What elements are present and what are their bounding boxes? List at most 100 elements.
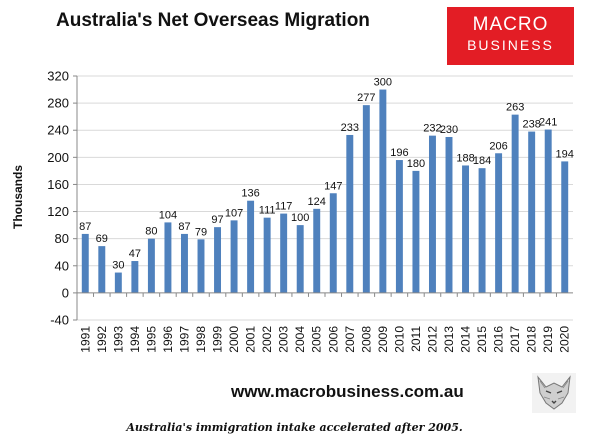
data-label-2019: 241 bbox=[539, 117, 557, 129]
x-tick-label-1995: 1995 bbox=[144, 326, 158, 353]
data-label-2007: 233 bbox=[341, 122, 359, 134]
bar-2013 bbox=[445, 137, 453, 293]
y-axis-label: Thousands bbox=[11, 165, 25, 229]
data-label-2006: 147 bbox=[324, 180, 342, 192]
x-tick-label-1999: 1999 bbox=[211, 326, 225, 353]
data-label-1996: 104 bbox=[159, 209, 177, 221]
logo-line-2: BUSINESS bbox=[467, 37, 554, 53]
x-tick-label-2019: 2019 bbox=[541, 326, 555, 353]
bar-2002 bbox=[263, 217, 271, 293]
x-tick-label-2002: 2002 bbox=[260, 326, 274, 353]
y-tick-label: 200 bbox=[47, 150, 69, 165]
bar-2003 bbox=[280, 213, 288, 293]
bar-1994 bbox=[131, 261, 139, 293]
x-tick-label-2010: 2010 bbox=[392, 326, 406, 353]
logo-line-1: MACRO bbox=[472, 14, 549, 35]
x-tick-label-2005: 2005 bbox=[310, 326, 324, 353]
bar-1991 bbox=[81, 233, 89, 293]
bar-1999 bbox=[214, 227, 222, 293]
y-tick-label: 160 bbox=[47, 177, 69, 192]
data-label-2005: 124 bbox=[308, 196, 326, 208]
bar-1998 bbox=[197, 239, 205, 293]
x-tick-label-2018: 2018 bbox=[525, 326, 539, 353]
x-tick-label-2011: 2011 bbox=[409, 326, 423, 352]
bar-1996 bbox=[164, 222, 172, 293]
data-label-2000: 107 bbox=[225, 207, 243, 219]
bar-2012 bbox=[428, 135, 436, 293]
x-tick-label-2014: 2014 bbox=[459, 326, 473, 353]
data-label-1993: 30 bbox=[112, 260, 124, 272]
x-tick-label-2020: 2020 bbox=[558, 326, 572, 353]
bar-2020 bbox=[561, 161, 569, 293]
y-tick-label: 0 bbox=[62, 285, 69, 300]
data-label-1997: 87 bbox=[178, 221, 190, 233]
data-label-1992: 69 bbox=[96, 233, 108, 245]
bar-2019 bbox=[544, 129, 552, 293]
x-tick-label-2008: 2008 bbox=[359, 326, 373, 353]
y-tick-label: 320 bbox=[47, 69, 69, 84]
caption: Australia's immigration intake accelerat… bbox=[126, 421, 463, 434]
bar-2015 bbox=[478, 168, 486, 293]
bar-2007 bbox=[346, 134, 354, 293]
x-tick-label-2001: 2001 bbox=[244, 326, 258, 353]
data-label-2010: 196 bbox=[390, 147, 408, 159]
data-label-2018: 238 bbox=[522, 119, 540, 131]
x-tick-label-2012: 2012 bbox=[425, 326, 439, 353]
bar-2011 bbox=[412, 170, 420, 293]
bar-1993 bbox=[114, 272, 122, 293]
bar-2005 bbox=[313, 208, 321, 293]
x-tick-label-1991: 1991 bbox=[78, 326, 92, 353]
y-tick-label: 120 bbox=[47, 204, 69, 219]
bar-2004 bbox=[296, 225, 304, 293]
x-tick-label-2016: 2016 bbox=[492, 326, 506, 353]
x-tick-label-2015: 2015 bbox=[475, 326, 489, 353]
bar-2018 bbox=[528, 131, 536, 293]
x-tick-label-2004: 2004 bbox=[293, 326, 307, 353]
y-tick-label: -40 bbox=[50, 313, 69, 328]
data-label-1995: 80 bbox=[145, 226, 157, 238]
gridlines bbox=[77, 75, 573, 321]
data-label-2015: 184 bbox=[473, 155, 491, 167]
x-tick-label-1997: 1997 bbox=[177, 326, 191, 353]
data-label-2008: 277 bbox=[357, 92, 375, 104]
x-tick-label-2000: 2000 bbox=[227, 326, 241, 353]
axes: -40 0 40 80 120 160 200 240 280 320 1991 1992 1993 19… bbox=[47, 69, 573, 353]
x-tick-label-2009: 2009 bbox=[376, 326, 390, 353]
data-label-2003: 117 bbox=[275, 201, 293, 213]
data-label-1991: 87 bbox=[79, 221, 91, 233]
bar-2006 bbox=[329, 193, 337, 293]
bar-1992 bbox=[98, 246, 106, 293]
data-label-1994: 47 bbox=[129, 248, 141, 260]
y-tick-label: 40 bbox=[55, 258, 69, 273]
bar-2001 bbox=[247, 200, 255, 293]
bar-2009 bbox=[379, 89, 387, 293]
bar-2010 bbox=[395, 160, 403, 293]
bar-2014 bbox=[462, 165, 470, 293]
bar-2008 bbox=[362, 105, 370, 293]
y-tick-label: 280 bbox=[47, 96, 69, 111]
data-label-2009: 300 bbox=[374, 77, 392, 89]
data-label-1998: 79 bbox=[195, 226, 207, 238]
x-tick-label-1993: 1993 bbox=[111, 326, 125, 353]
bar-1995 bbox=[147, 238, 155, 293]
x-tick-label-1996: 1996 bbox=[161, 326, 175, 353]
data-label-2016: 206 bbox=[489, 140, 507, 152]
data-label-2014: 188 bbox=[456, 152, 474, 164]
data-label-2017: 263 bbox=[506, 102, 524, 114]
data-label-2004: 100 bbox=[291, 212, 309, 224]
x-tick-label-2017: 2017 bbox=[508, 326, 522, 353]
y-tick-label: 240 bbox=[47, 123, 69, 138]
data-label-2011: 180 bbox=[407, 158, 425, 170]
x-tick-label-2003: 2003 bbox=[277, 326, 291, 353]
x-tick-label-1992: 1992 bbox=[95, 326, 109, 353]
bar-1997 bbox=[180, 233, 188, 293]
chart-title: Australia's Net Overseas Migration bbox=[56, 10, 370, 31]
data-label-2020: 194 bbox=[556, 148, 574, 160]
data-label-2002: 111 bbox=[259, 205, 276, 217]
fox-sketch-icon bbox=[532, 373, 576, 413]
bars bbox=[81, 89, 569, 293]
x-tick-label-2007: 2007 bbox=[343, 326, 357, 353]
data-label-2001: 136 bbox=[241, 188, 259, 200]
data-label-2012: 232 bbox=[423, 123, 441, 135]
